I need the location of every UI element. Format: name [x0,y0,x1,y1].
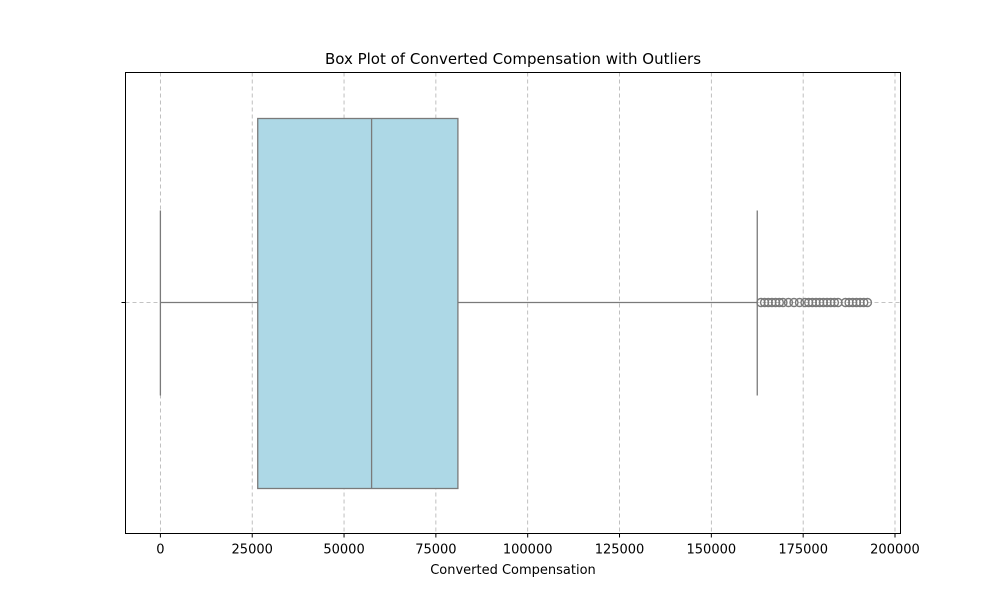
x-tick-label: 175000 [778,543,828,558]
outlier-point [862,297,873,308]
outlier-point [774,297,784,308]
outlier-point [859,297,869,308]
x-tick-label: 125000 [595,543,645,558]
x-tick-label: 200000 [870,543,920,558]
x-tick-label: 150000 [687,543,737,558]
chart-title: Box Plot of Converted Compensation with … [325,50,701,68]
outlier-point [794,297,805,308]
x-tick-label: 50000 [323,543,364,558]
x-tick-label: 75000 [415,543,456,558]
outlier-point [783,297,794,308]
outlier-point [829,297,840,308]
iqr-box [257,117,459,490]
outlier-point [778,297,788,308]
x-tick-label: 0 [156,543,164,558]
x-tick-label: 100000 [503,543,553,558]
x-axis: 0 25000 50000 75000 100000 125000 150000 175000… [121,302,920,558]
box-layer [159,117,873,490]
x-axis-label: Converted Compensation [430,563,596,578]
outlier-point [789,297,799,308]
x-tick-label: 25000 [232,543,273,558]
